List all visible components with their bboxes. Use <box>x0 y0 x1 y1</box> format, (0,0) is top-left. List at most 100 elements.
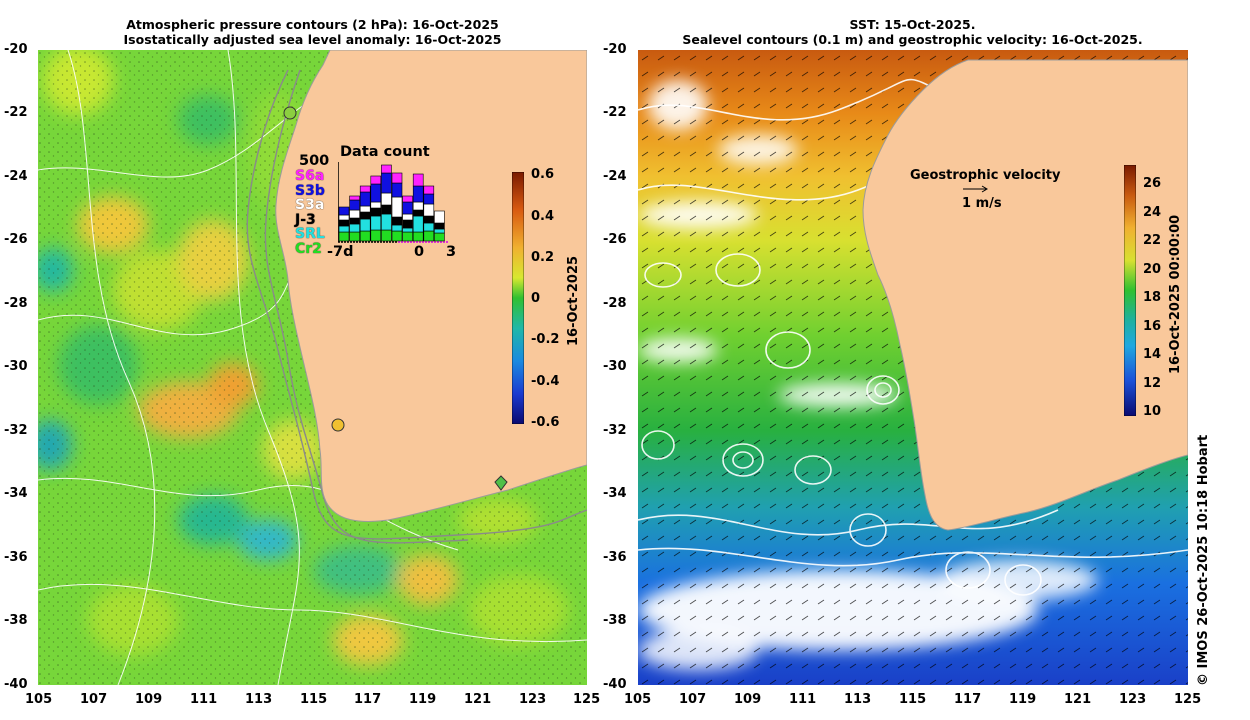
left-map <box>38 50 587 685</box>
cb-tick: 24 <box>1143 205 1162 220</box>
histogram-bar-segment <box>359 211 371 220</box>
histogram-bar-segment <box>338 225 350 233</box>
histogram-bar-segment <box>359 191 371 207</box>
y-tick: -20 <box>603 42 627 57</box>
tide-gauge-marker <box>494 475 508 491</box>
y-tick: -34 <box>4 486 28 501</box>
x-tick: 113 <box>245 692 273 707</box>
mission-s3a: S3a <box>295 197 325 213</box>
histogram-bar-segment <box>391 182 403 198</box>
x-tick: 125 <box>1174 692 1202 707</box>
mission-s3b: S3b <box>295 182 325 199</box>
y-tick: -22 <box>4 105 28 120</box>
data-count-histogram <box>338 162 448 243</box>
y-tick: -26 <box>603 232 627 247</box>
x-tick: 105 <box>25 692 53 707</box>
velocity-legend-title: Geostrophic velocity <box>910 168 1061 183</box>
histogram-bar-segment <box>349 217 360 225</box>
histogram-bar-segment <box>434 232 445 242</box>
y-tick: -24 <box>4 169 28 184</box>
histogram-bar-segment <box>423 193 435 205</box>
x-tick: 113 <box>844 692 872 707</box>
histogram-bar-segment <box>402 231 413 242</box>
histogram-bar-segment <box>412 185 424 203</box>
x-tick: 111 <box>190 692 218 707</box>
sealevel-contours <box>638 78 1188 596</box>
histogram-bar-segment <box>338 214 350 221</box>
histogram-bar-segment <box>434 222 445 230</box>
histogram-bar-segment <box>359 230 371 242</box>
x-tick: 107 <box>80 692 108 707</box>
tide-gauge-marker <box>331 418 345 432</box>
histogram-bar-segment <box>349 209 360 219</box>
histogram-bar-segment <box>381 164 392 174</box>
y-tick: -36 <box>4 550 28 565</box>
histogram-bar-segment <box>402 213 413 221</box>
histogram-bar-segment <box>391 216 403 226</box>
bathymetry-contours <box>246 69 587 544</box>
histogram-bar-segment <box>370 183 382 203</box>
histogram-bar-segment <box>391 196 403 218</box>
tide-gauge-marker <box>283 106 297 120</box>
cb-tick: 0.4 <box>531 209 555 224</box>
y-tick: -22 <box>603 105 627 120</box>
x-tick: 109 <box>135 692 163 707</box>
cb-tick: 18 <box>1143 290 1162 305</box>
histogram-bar-segment <box>434 228 445 234</box>
x-tick: 109 <box>734 692 762 707</box>
x-tick: 115 <box>899 692 927 707</box>
x-tick: 115 <box>300 692 328 707</box>
histogram-bar-segment <box>370 175 382 185</box>
histogram-bar-segment <box>359 185 371 193</box>
x-tick: 125 <box>573 692 601 707</box>
histogram-bar-segment <box>391 224 403 232</box>
histogram-bar-segment <box>338 206 350 216</box>
mission-legend: S6a S3b S3a J-3 SRL Cr2 <box>295 169 325 256</box>
x-tick: 123 <box>1119 692 1147 707</box>
mission-s6a: S6a <box>295 168 325 184</box>
x-tick: 119 <box>409 692 437 707</box>
histogram-bar-segment <box>402 201 413 215</box>
x-tick: 117 <box>354 692 382 707</box>
data-count-x-zero: 0 <box>414 244 425 260</box>
histogram-bar-segment <box>359 205 371 213</box>
histogram-bar-segment <box>434 210 445 224</box>
cb-tick: 12 <box>1143 376 1162 391</box>
histogram-bar-segment <box>370 201 382 209</box>
cb-tick: -0.2 <box>531 332 560 347</box>
cb-tick: 22 <box>1143 233 1162 248</box>
y-tick: -28 <box>603 296 627 311</box>
data-count-x-end: 3 <box>446 244 457 260</box>
histogram-bar-segment <box>391 172 403 184</box>
cb-tick: 16 <box>1143 319 1162 334</box>
cb-tick: 0 <box>531 291 541 306</box>
mission-srl: SRL <box>295 226 325 242</box>
land-australia <box>862 59 1188 531</box>
data-count-max: 500 <box>299 153 330 169</box>
cb-tick: 0.6 <box>531 167 555 182</box>
y-tick: -24 <box>603 169 627 184</box>
y-tick: -40 <box>603 677 627 692</box>
histogram-bar-segment <box>402 219 413 229</box>
y-tick: -30 <box>603 359 627 374</box>
histogram-bar-segment <box>370 207 382 217</box>
sla-colorbar <box>512 172 524 424</box>
y-tick: -36 <box>603 550 627 565</box>
histogram-bar-segment <box>381 229 392 242</box>
right-title-line2: Sealevel contours (0.1 m) and geostrophi… <box>682 32 1143 47</box>
histogram-bar-segment <box>412 173 424 187</box>
x-tick: 119 <box>1009 692 1037 707</box>
y-tick: -38 <box>4 613 28 628</box>
sla-colorbar-label: 16-Oct-2025 <box>566 255 581 346</box>
velocity-legend: Geostrophic velocity 1 m/s <box>910 168 1070 211</box>
histogram-bar-segment <box>412 201 424 211</box>
cb-tick: 26 <box>1143 176 1162 191</box>
y-tick: -40 <box>4 677 28 692</box>
cb-tick: -0.6 <box>531 415 560 430</box>
histogram-bar-segment <box>423 215 435 224</box>
x-tick: 107 <box>679 692 707 707</box>
cb-tick: -0.4 <box>531 374 560 389</box>
land-australia <box>275 50 587 522</box>
histogram-bar-segment <box>349 199 360 211</box>
histogram-bar-segment <box>338 231 350 242</box>
